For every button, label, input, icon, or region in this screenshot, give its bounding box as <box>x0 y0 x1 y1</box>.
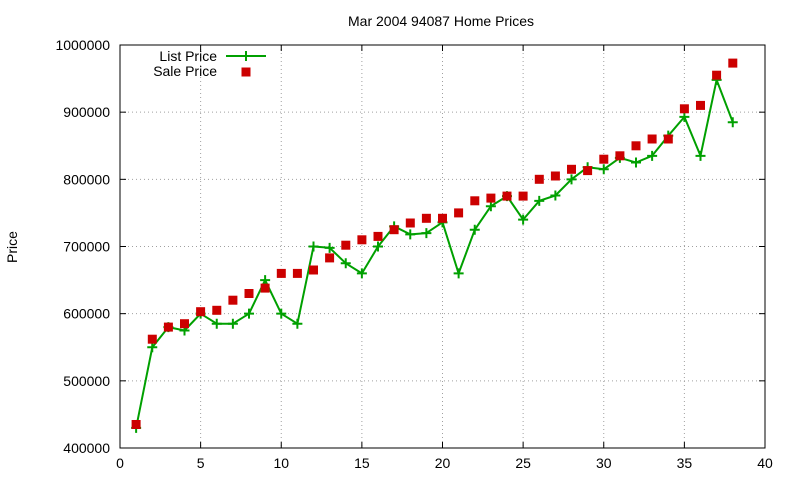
sale-price-point <box>131 420 141 429</box>
y-tick-label: 800000 <box>63 171 110 187</box>
sale-price-point <box>341 240 351 250</box>
list-price-point <box>518 214 529 225</box>
list-price-point <box>598 164 609 175</box>
sale-price-point <box>276 268 286 278</box>
legend: List Price Sale Price <box>153 48 266 79</box>
list-price-point <box>695 150 706 161</box>
sale-price-point <box>405 218 415 228</box>
x-tick-label: 10 <box>273 455 289 471</box>
legend-square-marker <box>241 67 251 77</box>
sale-price-point <box>180 319 189 329</box>
sale-price-point <box>583 166 593 176</box>
y-tick-label: 700000 <box>63 239 110 255</box>
list-price-point <box>227 318 238 329</box>
sale-price-point <box>421 213 431 223</box>
sale-price-point <box>212 305 222 315</box>
list-price-point <box>485 201 496 212</box>
sale-price-point <box>438 213 447 223</box>
list-price-point <box>244 308 254 319</box>
y-tick-label: 500000 <box>63 373 110 389</box>
sale-price-point <box>486 193 496 203</box>
list-price-point <box>292 318 303 329</box>
x-tick-label: 20 <box>435 455 451 471</box>
x-tick-label: 25 <box>515 455 531 471</box>
sale-price-point <box>309 265 318 275</box>
sale-price-point <box>502 191 512 201</box>
sale-price-point <box>325 253 335 263</box>
legend-plus-marker <box>241 51 251 61</box>
list-price-point <box>534 195 545 206</box>
sale-price-point <box>599 154 609 164</box>
list-price-point <box>631 157 641 168</box>
sale-price-point <box>712 70 722 80</box>
x-tick-label: 35 <box>677 455 693 471</box>
x-tick-label: 15 <box>354 455 370 471</box>
list-price-point <box>260 275 271 286</box>
sale-price-point <box>357 235 367 245</box>
list-price-point <box>550 190 561 201</box>
sale-price-point <box>389 225 399 235</box>
x-tick-label: 5 <box>197 455 205 471</box>
list-price-point <box>324 242 335 253</box>
list-price-point <box>276 308 287 319</box>
y-tick-label: 1000000 <box>55 37 110 53</box>
sale-price-point <box>567 164 576 174</box>
legend-label-sale-price: Sale Price <box>153 63 217 79</box>
sale-price-point <box>696 100 705 110</box>
plot-border <box>119 44 766 449</box>
tick-labels: 0 5 10 15 20 25 30 35 40 400000 500000 600000 700000… <box>55 37 773 471</box>
y-tick-label: 900000 <box>63 104 110 120</box>
sale-price-point <box>679 104 689 114</box>
sale-price-point <box>373 231 383 241</box>
sale-price-point <box>163 322 173 332</box>
sale-price-point <box>470 196 480 206</box>
list-price-point <box>421 228 432 239</box>
sale-price-point <box>228 295 238 305</box>
series-marks <box>131 58 738 433</box>
list-price-point <box>308 241 319 252</box>
x-tick-label: 40 <box>757 455 773 471</box>
x-tick-label: 30 <box>596 455 612 471</box>
list-price-point <box>356 268 367 279</box>
sale-price-point <box>292 268 302 278</box>
x-tick-label: 0 <box>116 455 124 471</box>
y-tick-label: 400000 <box>63 440 110 456</box>
list-price-point <box>566 174 577 185</box>
sale-price-point <box>728 58 738 68</box>
sale-price-point <box>550 171 560 181</box>
y-tick-label: 600000 <box>63 306 110 322</box>
list-price-point <box>405 229 416 240</box>
list-price-point <box>147 342 158 353</box>
list-price-point <box>373 241 383 252</box>
list-price-point <box>453 268 464 279</box>
sale-price-point <box>518 191 528 201</box>
sale-price-point <box>147 334 157 344</box>
sale-price-point <box>647 134 657 144</box>
list-price-point <box>211 318 222 329</box>
sale-price-point <box>260 283 270 293</box>
sale-price-point <box>196 307 206 317</box>
sale-price-point <box>534 174 544 184</box>
list-price-point <box>469 224 480 235</box>
list-price-point <box>679 111 690 122</box>
y-axis-label: Price <box>4 231 20 263</box>
sale-price-point <box>454 208 464 218</box>
sale-price-point <box>244 289 254 298</box>
sale-price-point <box>615 151 625 161</box>
legend-label-list-price: List Price <box>159 48 217 64</box>
list-price-point <box>647 150 658 161</box>
list-price-point <box>727 117 738 128</box>
sale-price-point <box>663 134 673 144</box>
sale-price-point <box>631 141 641 151</box>
chart-title: Mar 2004 94087 Home Prices <box>348 13 534 29</box>
list-price-point <box>340 258 351 269</box>
